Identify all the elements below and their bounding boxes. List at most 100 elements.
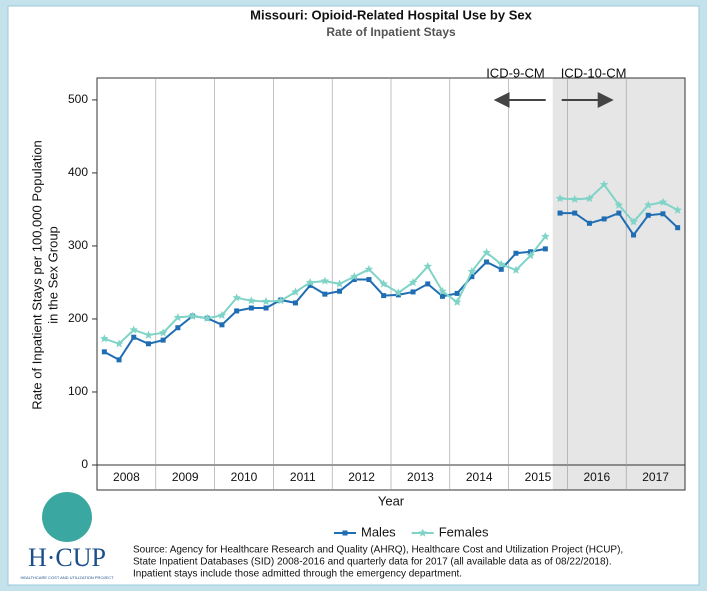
- point: [203, 313, 212, 322]
- x-tick-label: 2016: [583, 470, 610, 484]
- point: [335, 279, 344, 288]
- point: [497, 259, 506, 268]
- y-tick-label: 300: [68, 238, 88, 252]
- shaded-region: [552, 78, 685, 490]
- point: [381, 293, 387, 299]
- point: [394, 288, 403, 297]
- y-axis-label: in the Sex Group: [45, 226, 60, 324]
- source-note: Inpatient stays include those admitted t…: [133, 569, 462, 580]
- y-tick-label: 100: [68, 384, 88, 398]
- point: [482, 248, 491, 257]
- point: [484, 259, 490, 265]
- point: [101, 349, 107, 355]
- x-tick-label: 2015: [525, 470, 552, 484]
- point: [116, 357, 122, 363]
- point: [217, 310, 227, 319]
- point: [144, 330, 153, 339]
- point: [585, 194, 594, 203]
- legend-label: Females: [439, 524, 489, 539]
- point: [439, 293, 445, 299]
- point: [631, 232, 637, 238]
- point: [599, 180, 609, 189]
- point: [305, 278, 315, 287]
- point: [408, 278, 418, 287]
- point: [454, 290, 460, 296]
- point: [645, 212, 651, 218]
- x-tick-label: 2009: [172, 470, 199, 484]
- point: [469, 274, 475, 280]
- point: [675, 225, 681, 231]
- x-tick-label: 2012: [348, 470, 375, 484]
- point: [276, 296, 285, 305]
- y-tick-label: 200: [68, 311, 88, 325]
- point: [673, 205, 682, 214]
- x-axis-label: Year: [378, 493, 405, 508]
- point: [232, 293, 241, 302]
- point: [145, 341, 151, 347]
- legend-marker: [418, 528, 427, 537]
- point: [395, 292, 401, 298]
- annotation: ICD-9-CM: [486, 65, 545, 80]
- point: [498, 266, 504, 272]
- point: [513, 250, 519, 256]
- point: [586, 220, 592, 226]
- point: [541, 232, 550, 241]
- x-tick-label: 2013: [407, 470, 434, 484]
- point: [410, 289, 416, 295]
- point: [219, 322, 225, 328]
- x-tick-label: 2010: [231, 470, 258, 484]
- logo-text: H·CUP: [28, 543, 106, 572]
- point: [526, 250, 535, 260]
- point: [320, 276, 330, 285]
- point: [234, 308, 240, 314]
- point: [511, 265, 521, 274]
- point: [350, 272, 359, 281]
- point: [423, 261, 432, 270]
- point: [438, 286, 447, 295]
- chart-subtitle: Rate of Inpatient Stays: [326, 25, 456, 39]
- point: [601, 216, 607, 222]
- legend-marker: [342, 530, 348, 536]
- logo-mark: [42, 492, 92, 542]
- y-axis-label: Rate of Inpatient Stays per 100,000 Popu…: [29, 140, 44, 410]
- point: [131, 334, 137, 340]
- point: [322, 291, 328, 297]
- point: [425, 281, 431, 287]
- point: [660, 211, 666, 217]
- x-tick-label: 2011: [290, 470, 316, 484]
- x-tick-label: 2008: [113, 470, 140, 484]
- point: [114, 339, 124, 348]
- point: [644, 200, 653, 209]
- point: [364, 264, 374, 273]
- point: [173, 313, 183, 322]
- point: [129, 325, 138, 334]
- point: [100, 334, 109, 343]
- legend-label: Males: [361, 524, 396, 539]
- point: [261, 296, 271, 306]
- point: [188, 311, 197, 320]
- x-tick-label: 2017: [642, 470, 669, 484]
- point: [616, 210, 622, 216]
- point: [614, 200, 624, 209]
- point: [247, 296, 256, 305]
- point: [263, 305, 269, 311]
- y-tick-label: 400: [68, 165, 88, 179]
- point: [658, 197, 668, 206]
- point: [629, 217, 638, 226]
- source-note: Source: Agency for Healthcare Research a…: [133, 545, 623, 556]
- point: [292, 300, 298, 306]
- point: [572, 210, 578, 216]
- point: [379, 279, 388, 288]
- point: [452, 297, 462, 306]
- point: [555, 194, 565, 203]
- y-tick-label: 500: [68, 92, 88, 106]
- source-note: State Inpatient Databases (SID) 2008-201…: [133, 557, 612, 568]
- annotation: ICD-10-CM: [561, 65, 627, 80]
- point: [160, 337, 166, 343]
- point: [366, 277, 372, 283]
- point: [175, 325, 181, 331]
- point: [248, 305, 254, 311]
- x-tick-label: 2014: [466, 470, 493, 484]
